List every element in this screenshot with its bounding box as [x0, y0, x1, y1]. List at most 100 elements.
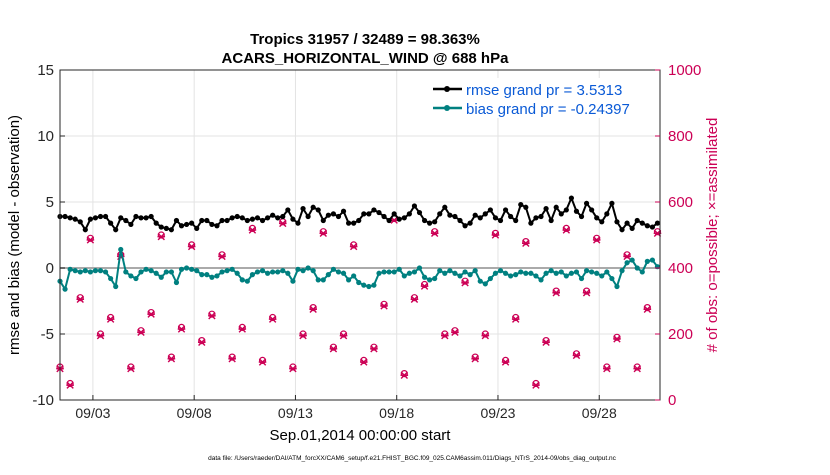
rmse-point	[634, 217, 640, 224]
bias-point	[305, 265, 311, 271]
bias-point	[189, 266, 195, 272]
possible-obs-point	[329, 343, 338, 351]
assimilated-obs-point	[66, 381, 74, 389]
assimilated-obs-point	[613, 335, 621, 343]
rmse-point	[346, 220, 352, 226]
chart-title: Tropics 31957 / 32489 = 98.363%	[250, 31, 480, 48]
bias-point	[634, 265, 640, 271]
possible-obs-point	[623, 251, 631, 259]
possible-obs-point	[360, 356, 368, 364]
possible-obs-point	[491, 229, 500, 237]
rmse-point	[533, 215, 539, 221]
bias-point	[401, 273, 407, 279]
rmse-point	[295, 220, 301, 226]
legend-box	[428, 78, 656, 118]
rmse-point	[285, 207, 291, 213]
possible-obs-point	[461, 277, 469, 285]
bias-point	[234, 270, 240, 276]
assimilated-obs-point	[96, 331, 105, 340]
rmse-point	[366, 211, 372, 217]
possible-obs-point	[572, 350, 581, 358]
bias-point	[629, 257, 635, 263]
possible-obs-point	[512, 313, 520, 322]
rmse-point	[300, 206, 306, 212]
assimilated-obs-point	[643, 305, 652, 313]
rmse-point	[270, 212, 276, 218]
assimilated-obs-point	[197, 338, 206, 346]
rmse-point	[609, 200, 615, 206]
rmse-point	[523, 204, 529, 210]
possible-obs-point	[410, 294, 419, 302]
rmse-point	[386, 217, 392, 224]
bias-point	[432, 275, 438, 282]
assimilated-obs-point	[86, 236, 95, 244]
x-axis-label: Sep.01,2014 00:00:00 start	[270, 427, 452, 444]
bias-point	[477, 278, 483, 284]
assimilated-obs-point	[380, 302, 388, 310]
bias-point	[300, 268, 306, 274]
x-tick-label: 09/23	[480, 405, 515, 421]
y-axis-right-label: # of obs: o=possible; ×=assimilated	[704, 118, 721, 353]
possible-obs-point	[188, 241, 196, 249]
rmse-point	[492, 215, 499, 221]
bias-point	[619, 268, 625, 274]
rmse-point	[416, 209, 423, 216]
assimilated-obs-point	[420, 282, 429, 290]
rmse-point	[133, 213, 139, 220]
rmse-point	[553, 204, 559, 210]
bias-point	[194, 268, 200, 274]
bias-point	[578, 275, 585, 282]
rmse-point	[427, 220, 433, 226]
rmse-point	[259, 217, 266, 224]
rmse-point	[224, 217, 230, 224]
bias-point	[280, 268, 286, 274]
rmse-point	[77, 219, 83, 225]
rmse-point	[457, 217, 463, 224]
possible-obs-point	[380, 300, 388, 308]
possible-obs-point	[501, 356, 510, 364]
possible-obs-point	[96, 330, 105, 338]
bias-point	[442, 270, 448, 276]
plot-area	[60, 70, 660, 400]
legend: rmse grand pr = 3.5313 bias grand pr = -…	[428, 78, 656, 118]
assimilated-obs-point	[451, 328, 459, 337]
possible-obs-point	[431, 228, 439, 236]
rmse-point	[113, 227, 119, 233]
bias-point	[219, 269, 225, 275]
assimilated-obs-point	[339, 331, 348, 340]
assimilated-obs-point	[359, 358, 368, 366]
assimilated-obs-point	[278, 219, 287, 228]
bias-point	[376, 270, 382, 276]
possible-obs-point	[593, 234, 601, 242]
rmse-point	[563, 207, 569, 213]
bias-point	[138, 269, 144, 275]
rmse-point	[244, 217, 250, 224]
y-left-tick-label: 10	[37, 128, 54, 145]
assimilated-obs-point	[582, 289, 591, 297]
x-tick-label: 09/08	[177, 405, 212, 421]
bias-point	[599, 273, 605, 279]
bias-point	[406, 270, 412, 276]
bias-point	[118, 246, 124, 253]
bias-point	[538, 277, 544, 283]
bias-point	[325, 272, 331, 278]
rmse-point	[219, 217, 225, 224]
rmse-point	[406, 211, 412, 217]
assimilated-obs-point	[106, 315, 115, 323]
bias-point	[239, 277, 245, 283]
rmse-point	[138, 215, 144, 221]
possible-obs-point	[218, 251, 226, 259]
bias-point	[416, 265, 423, 271]
assimilated-obs-point	[562, 226, 571, 234]
rmse-point	[558, 211, 564, 217]
plot-frame	[59, 69, 661, 401]
y-right-tick-label: 200	[668, 326, 693, 343]
rmse-point	[315, 207, 321, 213]
rmse-point	[254, 215, 261, 221]
rmse-point	[513, 217, 519, 224]
possible-obs-point	[137, 327, 145, 335]
possible-obs-point	[339, 330, 348, 338]
y-axis-left-label: rmse and bias (model - observation)	[6, 115, 23, 355]
y-axis-right: 1000 800 600 400 200 0	[655, 62, 701, 409]
bias-point	[113, 283, 119, 290]
